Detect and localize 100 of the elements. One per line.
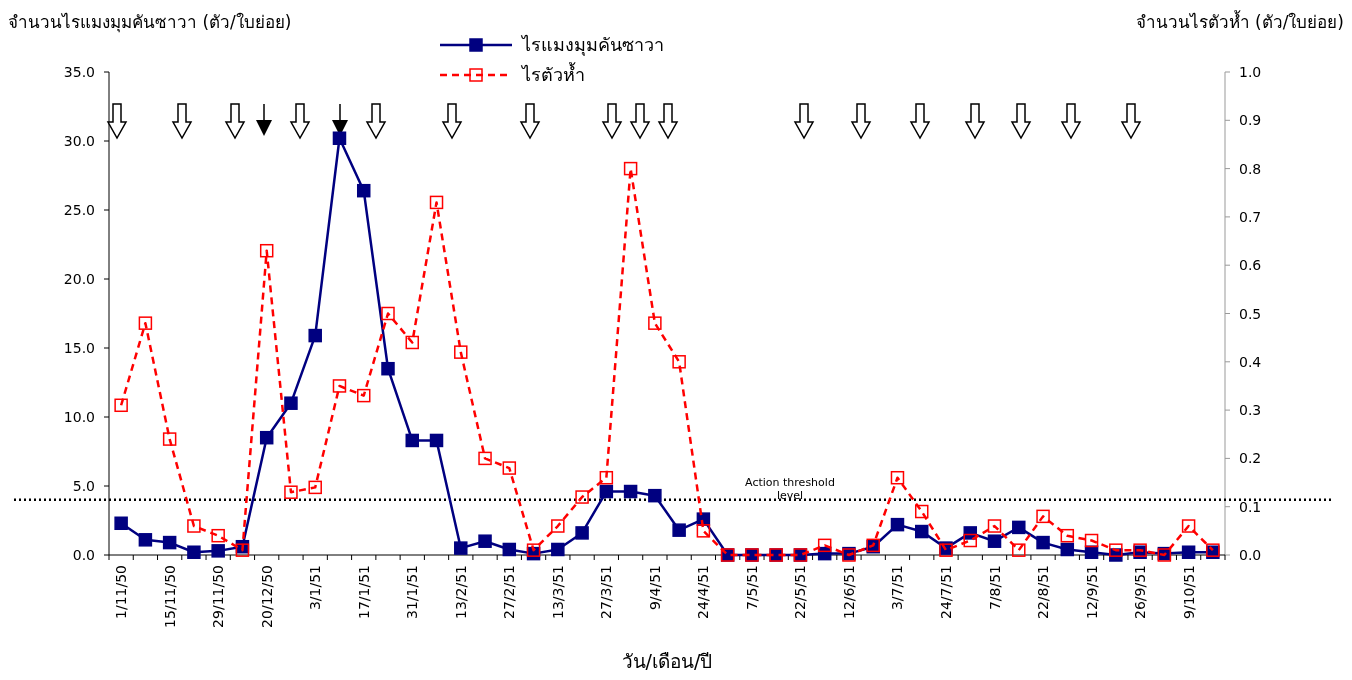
point xyxy=(356,183,371,198)
point xyxy=(963,533,978,548)
point xyxy=(478,534,492,548)
x-tick-label: 9/4/51 xyxy=(646,565,663,611)
point xyxy=(138,316,153,330)
y-tick-label: 0.0 xyxy=(72,547,95,563)
legend-label: ไรแมงมุมคันซาวา xyxy=(520,34,664,56)
point xyxy=(551,542,565,557)
point xyxy=(648,488,662,503)
y-tick-label: 10.0 xyxy=(63,409,95,425)
point xyxy=(623,484,638,499)
ref-line-label: Action threshold level xyxy=(745,475,835,502)
x-tick-label: 26/9/51 xyxy=(1132,565,1149,619)
y2-tick-label: 0.0 xyxy=(1239,547,1262,563)
x-axis-title: วัน/เดือน/ปี xyxy=(621,650,713,672)
point xyxy=(429,195,444,210)
x-tick-label: 22/5/51 xyxy=(792,565,809,619)
x-tick-label: 3/7/51 xyxy=(889,565,906,611)
point xyxy=(890,470,905,485)
y2-tick-label: 0.7 xyxy=(1239,208,1262,225)
y2-tick-label: 1.0 xyxy=(1239,64,1262,80)
point xyxy=(575,526,589,540)
x-tick-label: 22/8/51 xyxy=(1035,565,1052,619)
y-tick-label: 5.0 xyxy=(72,478,95,494)
point xyxy=(1109,543,1123,557)
point xyxy=(672,355,686,369)
point xyxy=(187,519,201,533)
y-tick-label: 25.0 xyxy=(63,202,95,218)
point xyxy=(381,361,395,376)
x-tick-label: 13/3/51 xyxy=(549,565,566,619)
x-tick-label: 17/1/51 xyxy=(355,565,372,619)
point xyxy=(429,433,444,448)
point xyxy=(114,516,128,531)
point xyxy=(1181,519,1196,533)
y2-tick-label: 0.5 xyxy=(1239,305,1262,322)
point xyxy=(1036,509,1050,524)
point xyxy=(502,542,517,557)
point xyxy=(162,535,177,550)
point xyxy=(259,430,274,445)
point xyxy=(987,534,1002,548)
point xyxy=(405,335,420,350)
point xyxy=(575,490,589,504)
point xyxy=(1036,535,1050,550)
x-tick-label: 20/12/50 xyxy=(258,565,275,628)
point xyxy=(162,432,177,446)
point xyxy=(332,379,347,393)
point xyxy=(259,243,274,258)
x-tick-label: 29/11/50 xyxy=(210,565,227,628)
point xyxy=(648,316,662,330)
x-tick-label: 12/9/51 xyxy=(1083,565,1100,619)
point xyxy=(1060,528,1075,543)
point xyxy=(987,519,1002,533)
point xyxy=(454,345,468,359)
y2-tick-label: 0.9 xyxy=(1239,112,1262,129)
y-axis-title: จำนวนไรแมงมุมคันซาวา (ตัว/ใบย่อย) xyxy=(8,12,292,33)
y2-tick-label: 0.6 xyxy=(1239,257,1262,274)
y2-tick-label: 0.3 xyxy=(1239,402,1262,419)
x-tick-label: 3/1/51 xyxy=(307,565,324,611)
point xyxy=(502,461,517,475)
legend-label: ไรตัวห้ำ xyxy=(520,62,585,85)
point xyxy=(284,485,298,499)
point xyxy=(356,388,371,403)
point xyxy=(696,524,711,538)
point xyxy=(454,541,468,555)
point xyxy=(1084,545,1099,559)
point xyxy=(381,306,395,321)
y-tick-label: 15.0 xyxy=(63,340,95,356)
point xyxy=(211,544,225,558)
point xyxy=(890,517,905,532)
point xyxy=(308,480,322,495)
x-tick-label: 27/2/51 xyxy=(501,565,518,619)
point xyxy=(526,543,541,557)
y-tick-label: 35.0 xyxy=(63,64,95,80)
x-tick-label: 27/3/51 xyxy=(598,565,615,619)
point xyxy=(1181,545,1196,559)
point xyxy=(1084,533,1099,548)
y2-axis-title: จำนวนไรตัวห้ำ (ตัว/ใบย่อย) xyxy=(1135,10,1344,32)
x-tick-label: 9/10/51 xyxy=(1180,565,1197,619)
point xyxy=(672,523,686,537)
x-tick-label: 1/11/50 xyxy=(113,565,130,619)
point xyxy=(114,398,128,413)
y2-tick-label: 0.4 xyxy=(1239,353,1262,370)
point xyxy=(599,470,614,485)
y-tick-label: 20.0 xyxy=(63,271,95,287)
x-tick-label: 24/7/51 xyxy=(938,565,954,619)
x-tick-label: 13/2/51 xyxy=(452,565,469,619)
x-tick-label: 7/5/51 xyxy=(743,565,760,611)
point xyxy=(308,328,322,343)
y2-tick-label: 0.8 xyxy=(1239,160,1262,177)
x-tick-label: 15/11/50 xyxy=(161,565,178,628)
point xyxy=(235,543,250,557)
point xyxy=(599,484,614,499)
x-tick-label: 12/6/51 xyxy=(840,565,857,619)
y-tick-label: 30.0 xyxy=(63,133,95,149)
point xyxy=(284,396,298,410)
point xyxy=(1060,542,1075,557)
point xyxy=(187,545,201,559)
x-tick-label: 24/4/51 xyxy=(695,565,712,619)
point xyxy=(1012,520,1026,535)
y2-tick-label: 0.1 xyxy=(1239,498,1262,515)
